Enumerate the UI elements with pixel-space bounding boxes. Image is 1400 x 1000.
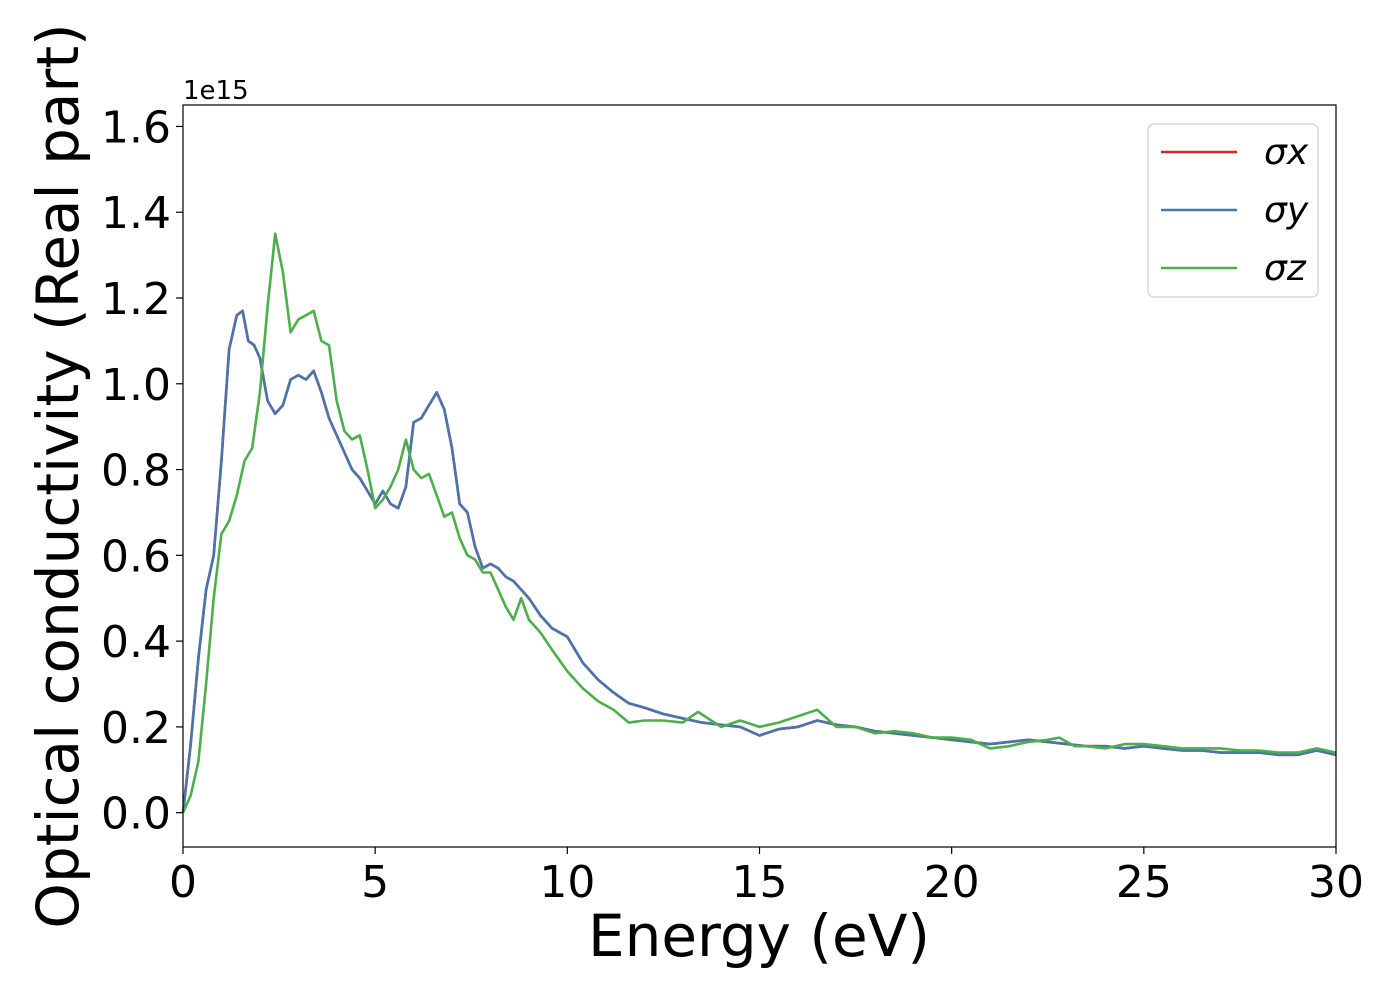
x-axis-ticks: 0 5 10 15 20 25 30 [169, 847, 1364, 908]
y-tick-label: 0.4 [101, 617, 171, 668]
legend-label: σz [1264, 248, 1307, 289]
x-tick-label: 15 [732, 857, 788, 908]
y-axis-label: Optical conductivity (Real part) [24, 23, 92, 928]
x-tick-label: 0 [169, 857, 197, 908]
x-tick-label: 30 [1308, 857, 1364, 908]
y-tick-label: 1.4 [101, 188, 171, 239]
y-tick-label: 0.8 [101, 446, 171, 497]
x-axis-label: Energy (eV) [588, 902, 930, 970]
legend: σx σy σz [1147, 123, 1319, 298]
y-axis-ticks: 0.0 0.2 0.4 0.6 0.8 1.0 1.2 1.4 1.6 [101, 102, 183, 840]
y-tick-label: 1.2 [101, 274, 171, 325]
y-tick-label: 0.0 [101, 789, 171, 840]
y-tick-label: 0.6 [101, 531, 171, 582]
y-tick-label: 0.2 [101, 703, 171, 754]
x-tick-label: 10 [539, 857, 595, 908]
series-line-2 [181, 309, 1337, 813]
legend-label: σx [1264, 132, 1309, 173]
x-tick-label: 25 [1116, 857, 1172, 908]
x-tick-label: 20 [924, 857, 980, 908]
x-tick-label: 5 [361, 857, 389, 908]
legend-items: σx σy σz [1161, 132, 1309, 289]
plot-lines [181, 232, 1337, 814]
series-line-3 [181, 232, 1337, 814]
series-line-1 [181, 309, 1337, 813]
legend-label: σy [1264, 190, 1309, 231]
y-tick-label: 1.0 [101, 360, 171, 411]
y-tick-label: 1.6 [101, 102, 171, 153]
y-axis-offset-label: 1e15 [183, 76, 249, 106]
